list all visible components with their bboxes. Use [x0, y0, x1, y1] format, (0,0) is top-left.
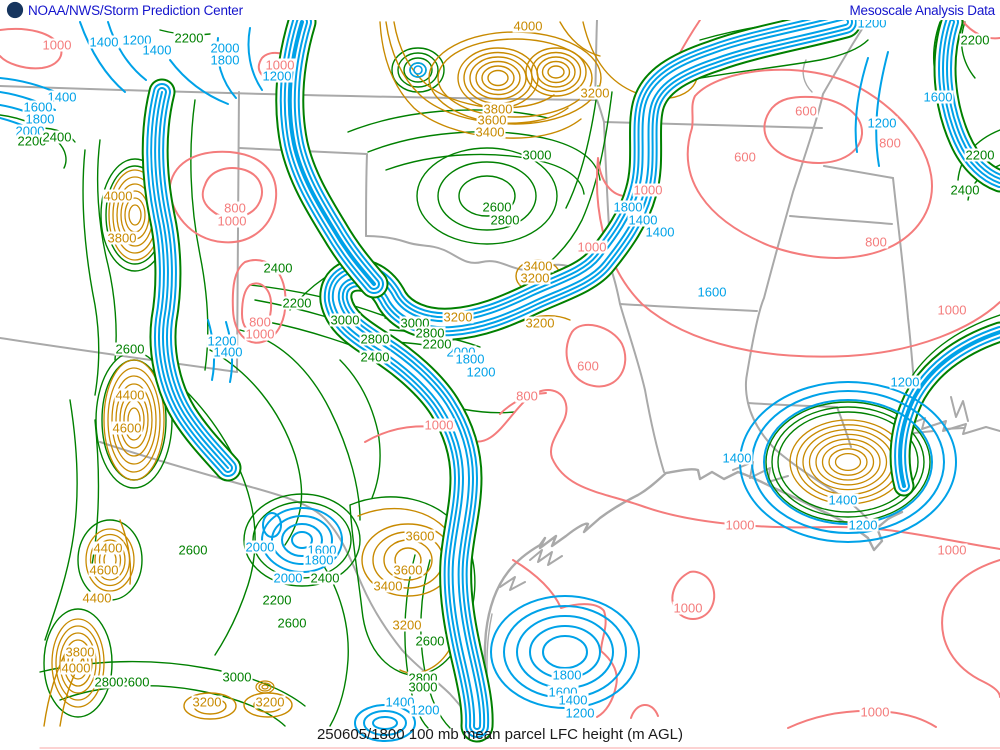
- la-green-rings: [765, 401, 931, 523]
- cyan-contours: [0, 5, 1000, 743]
- top-cluster-b: [525, 47, 587, 97]
- bullseye-rings: [490, 595, 640, 709]
- ok-min-rings: [416, 147, 558, 245]
- footer-caption: 250605/1800 100 mb mean parcel LFC heigh…: [316, 726, 684, 743]
- s3200-tiny: [255, 680, 275, 694]
- orange-contours: [43, 21, 699, 727]
- pocket-cyan-dot: [262, 512, 282, 538]
- noaa-logo-icon: [6, 1, 24, 19]
- s3200-a: [183, 692, 237, 720]
- red-contours: [0, 19, 1000, 749]
- top-min-green-rings: [391, 47, 445, 93]
- header-right-title[interactable]: Mesoscale Analysis Data: [849, 3, 996, 18]
- top-cluster-a: [457, 47, 539, 109]
- nm4-green: [43, 608, 113, 718]
- nm3-green: [77, 519, 143, 601]
- pocket-cyan-rings: [261, 507, 343, 573]
- top-min-cyan-core: [409, 62, 427, 78]
- la-orange-core: [789, 419, 907, 505]
- header-bar: NOAA/NWS/Storm Prediction Center Mesosca…: [0, 0, 1000, 20]
- top-cluster-outer: [428, 31, 602, 125]
- header-left-title[interactable]: NOAA/NWS/Storm Prediction Center: [28, 3, 243, 18]
